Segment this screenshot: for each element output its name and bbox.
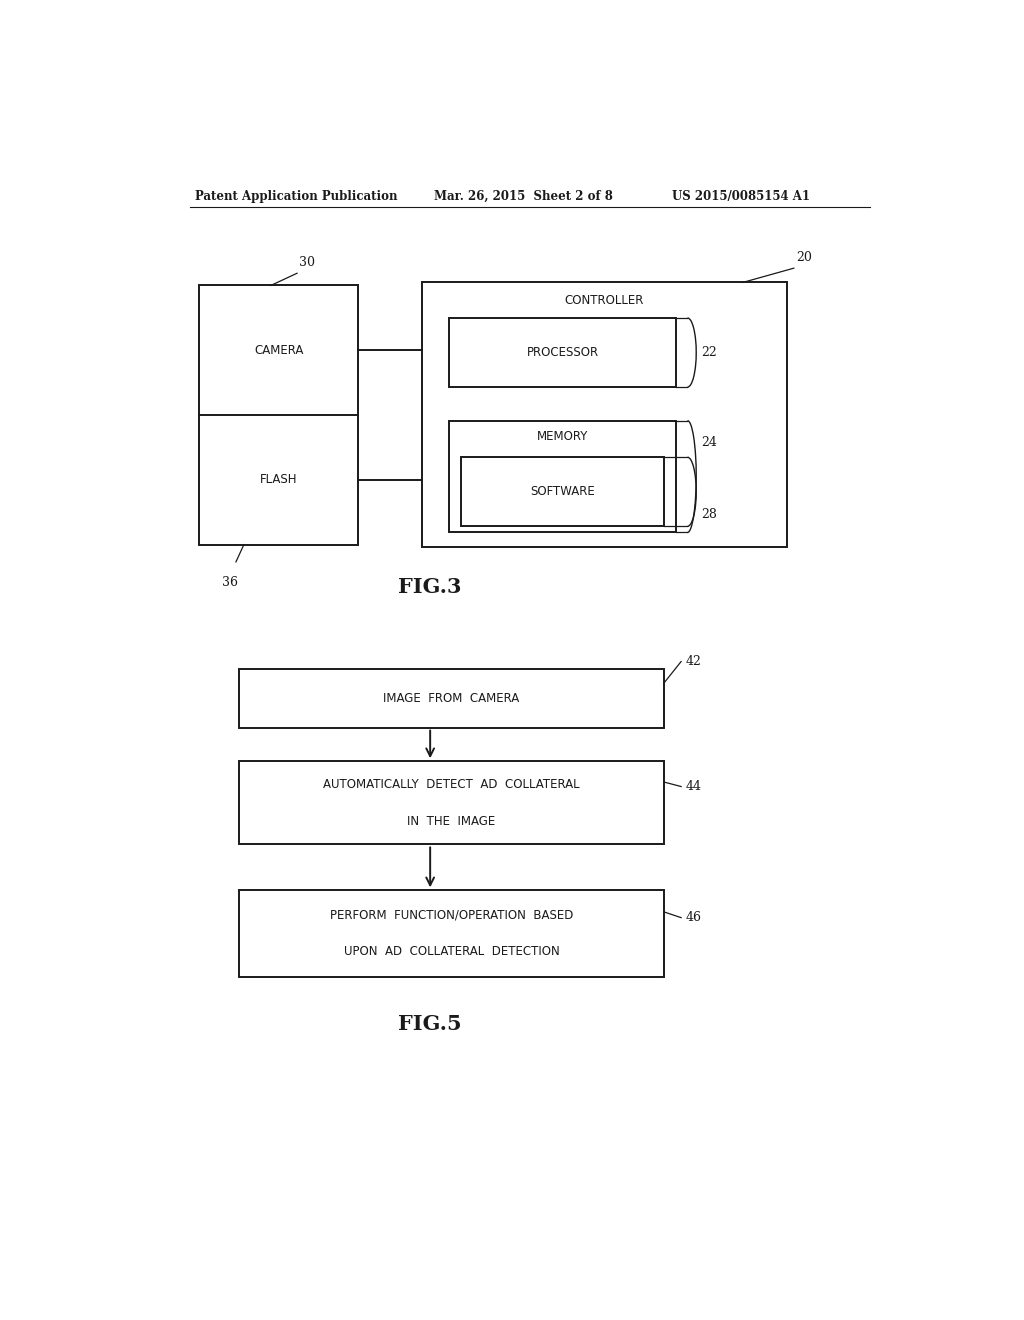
Text: AUTOMATICALLY  DETECT  AD  COLLATERAL: AUTOMATICALLY DETECT AD COLLATERAL [324, 777, 580, 791]
Text: CONTROLLER: CONTROLLER [564, 294, 644, 308]
Text: 44: 44 [686, 780, 701, 793]
Bar [240, 762, 664, 845]
Bar [422, 282, 786, 546]
Text: 20: 20 [797, 251, 812, 264]
Text: SOFTWARE: SOFTWARE [530, 486, 595, 498]
Text: IMAGE  FROM  CAMERA: IMAGE FROM CAMERA [383, 692, 519, 705]
Text: 30: 30 [299, 256, 314, 269]
Text: 28: 28 [701, 508, 717, 520]
Text: PROCESSOR: PROCESSOR [526, 346, 599, 359]
Text: 22: 22 [701, 346, 717, 359]
Text: PERFORM  FUNCTION/OPERATION  BASED: PERFORM FUNCTION/OPERATION BASED [330, 908, 573, 921]
Text: FIG.5: FIG.5 [397, 1014, 462, 1035]
Text: IN  THE  IMAGE: IN THE IMAGE [408, 814, 496, 828]
Text: Mar. 26, 2015  Sheet 2 of 8: Mar. 26, 2015 Sheet 2 of 8 [433, 190, 612, 202]
Text: FLASH: FLASH [260, 474, 298, 486]
Text: US 2015/0085154 A1: US 2015/0085154 A1 [672, 190, 810, 202]
Bar [240, 669, 664, 727]
Bar [240, 890, 664, 977]
Text: CAMERA: CAMERA [254, 343, 303, 356]
Bar [450, 421, 676, 532]
Bar [450, 318, 676, 387]
Text: FIG.3: FIG.3 [397, 577, 462, 598]
Text: 42: 42 [686, 655, 701, 668]
Text: 46: 46 [686, 911, 701, 924]
Text: 36: 36 [221, 576, 238, 589]
Text: Patent Application Publication: Patent Application Publication [196, 190, 398, 202]
Text: 24: 24 [701, 437, 717, 450]
Bar [461, 457, 664, 527]
Bar [200, 285, 358, 545]
Text: UPON  AD  COLLATERAL  DETECTION: UPON AD COLLATERAL DETECTION [343, 945, 559, 958]
Text: MEMORY: MEMORY [537, 430, 588, 444]
